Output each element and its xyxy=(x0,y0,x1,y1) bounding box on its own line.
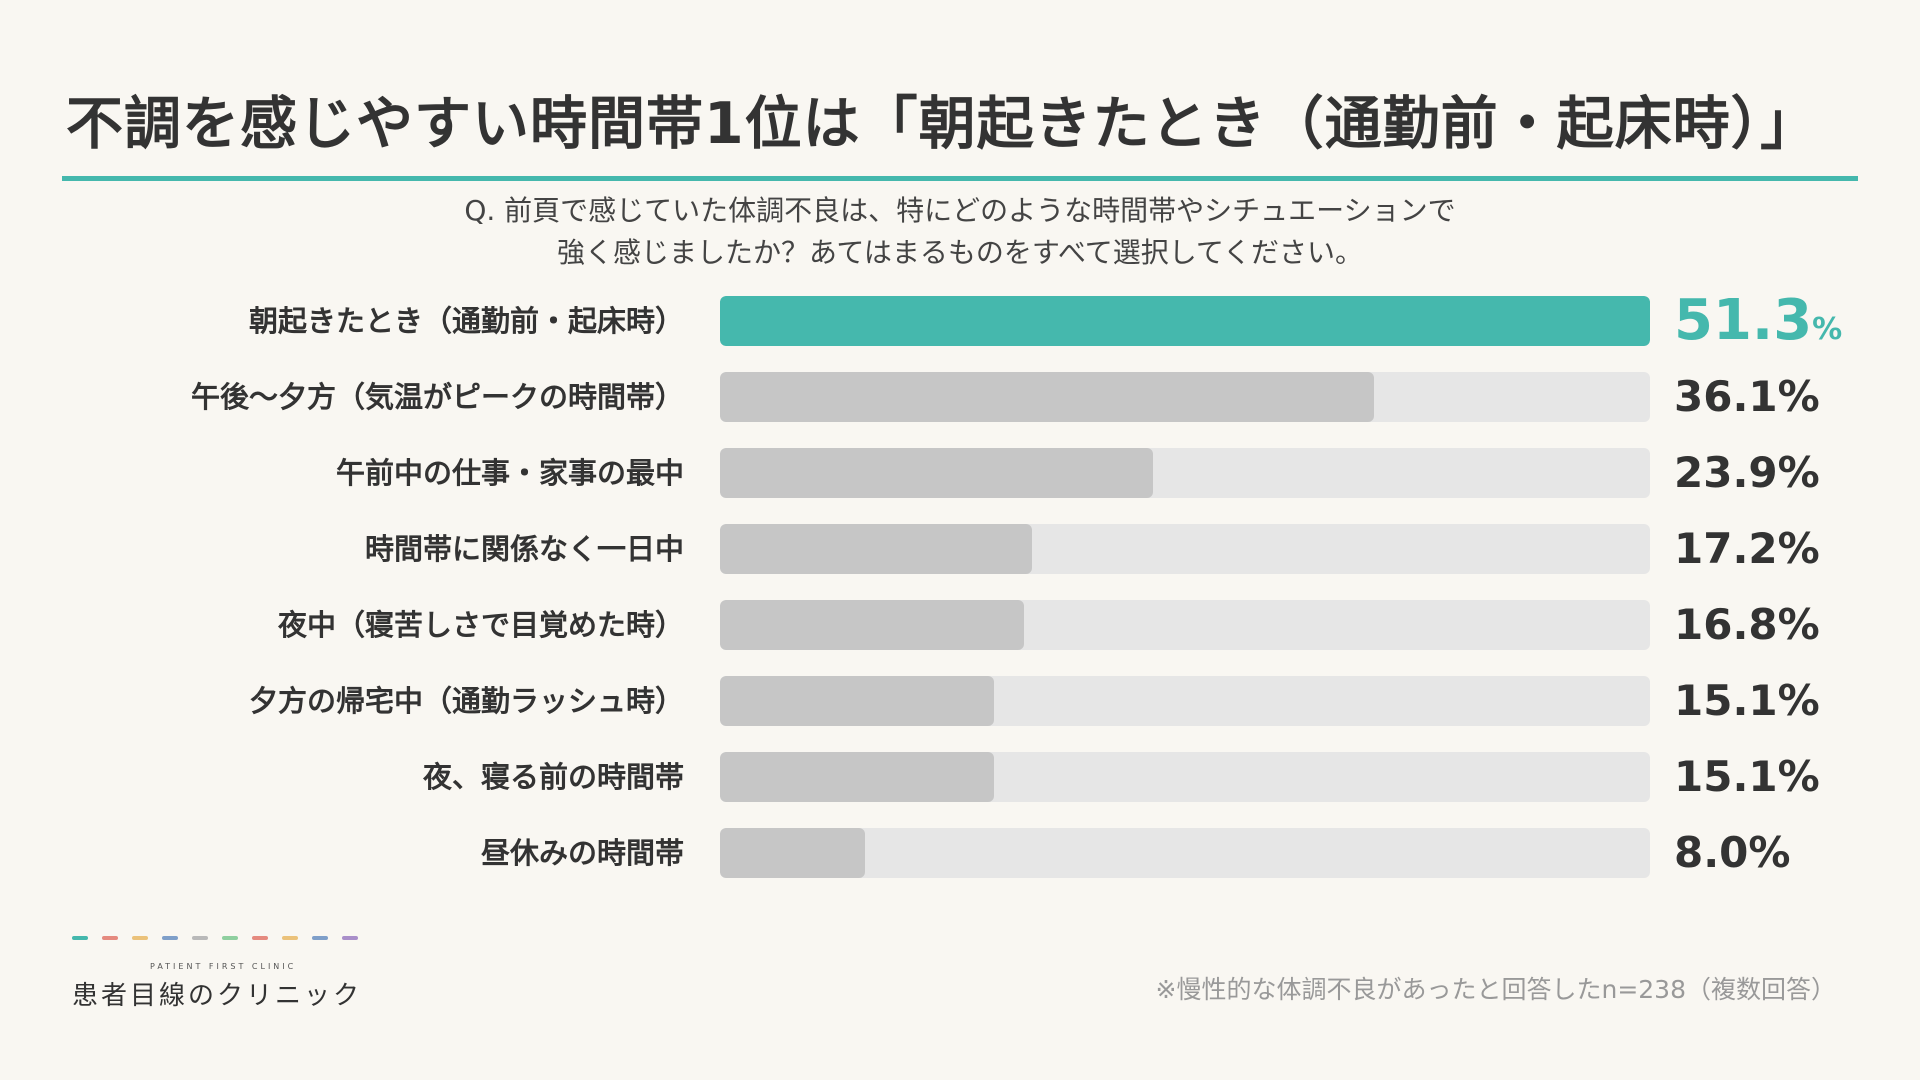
question-line-1: Q. 前頁で感じていた体調不良は、特にどのような時間帯やシチュエーションで xyxy=(464,194,1456,227)
bar-track xyxy=(720,372,1650,422)
value-unit: % xyxy=(1777,448,1820,497)
page-title: 不調を感じやすい時間帯1位は「朝起きたとき（通勤前・起床時）」 xyxy=(66,91,1819,157)
logo-dash xyxy=(192,936,208,940)
logo-dash xyxy=(102,936,118,940)
survey-question: Q. 前頁で感じていた体調不良は、特にどのような時間帯やシチュエーションで 強く… xyxy=(0,190,1920,274)
bar xyxy=(720,296,1650,346)
value-number: 8.0 xyxy=(1674,828,1749,877)
value-unit: % xyxy=(1777,524,1820,573)
logo-dash xyxy=(342,936,358,940)
bar xyxy=(720,524,1032,574)
bar-track xyxy=(720,296,1650,346)
bar xyxy=(720,600,1025,650)
bar-label: 午後〜夕方（気温がピークの時間帯） xyxy=(190,380,684,414)
value-label: 16.8% xyxy=(1674,600,1820,650)
bar-label: 時間帯に関係なく一日中 xyxy=(364,532,684,566)
value-label: 17.2% xyxy=(1674,524,1820,574)
value-number: 15.1 xyxy=(1674,676,1778,725)
value-unit: % xyxy=(1777,600,1820,649)
logo-dash xyxy=(312,936,328,940)
value-number: 23.9 xyxy=(1674,448,1778,497)
value-unit: % xyxy=(1777,676,1820,725)
bar-track xyxy=(720,600,1650,650)
bar-track xyxy=(720,752,1650,802)
logo-subtitle: PATIENT FIRST CLINIC xyxy=(150,962,297,971)
value-label: 8.0% xyxy=(1674,828,1791,878)
question-line-2: 強く感じましたか？あてはまるものをすべて選択してください。 xyxy=(556,236,1364,269)
value-label: 15.1% xyxy=(1674,752,1820,802)
bar-label: 夜、寝る前の時間帯 xyxy=(422,760,684,794)
bar-track xyxy=(720,676,1650,726)
bar-track xyxy=(720,828,1650,878)
value-number: 36.1 xyxy=(1674,372,1778,421)
logo-dash xyxy=(222,936,238,940)
bar xyxy=(720,752,994,802)
logo-dash xyxy=(282,936,298,940)
logo-dash xyxy=(252,936,268,940)
logo-dash xyxy=(72,936,88,940)
value-unit: % xyxy=(1777,372,1820,421)
value-label: 23.9% xyxy=(1674,448,1820,498)
value-number: 51.3 xyxy=(1674,288,1813,353)
clinic-logo: PATIENT FIRST CLINIC 患者目線のクリニック xyxy=(72,936,362,1012)
bar xyxy=(720,676,994,726)
value-unit: % xyxy=(1748,828,1791,877)
logo-dash xyxy=(162,936,178,940)
bar-track xyxy=(720,524,1650,574)
bar-track xyxy=(720,448,1650,498)
footnote: ※慢性的な体調不良があったと回答したn=238（複数回答） xyxy=(1155,975,1836,1004)
value-number: 15.1 xyxy=(1674,752,1778,801)
value-label: 15.1% xyxy=(1674,676,1820,726)
logo-dash xyxy=(132,936,148,940)
value-unit: % xyxy=(1777,752,1820,801)
bar xyxy=(720,828,865,878)
value-number: 17.2 xyxy=(1674,524,1778,573)
value-number: 16.8 xyxy=(1674,600,1778,649)
bar-label: 夕方の帰宅中（通勤ラッシュ時） xyxy=(248,684,684,718)
logo-dashes xyxy=(72,936,362,940)
bar-label: 朝起きたとき（通勤前・起床時） xyxy=(248,304,684,338)
logo-name: 患者目線のクリニック xyxy=(72,981,363,1011)
bar-label: 昼休みの時間帯 xyxy=(480,836,684,870)
bar xyxy=(720,448,1154,498)
value-unit: % xyxy=(1812,312,1843,347)
value-label: 51.3% xyxy=(1674,293,1843,349)
bar xyxy=(720,372,1375,422)
bar-label: 午前中の仕事・家事の最中 xyxy=(335,456,684,490)
value-label: 36.1% xyxy=(1674,372,1820,422)
title-underline xyxy=(62,176,1858,181)
bar-label: 夜中（寝苦しさで目覚めた時） xyxy=(277,608,684,642)
